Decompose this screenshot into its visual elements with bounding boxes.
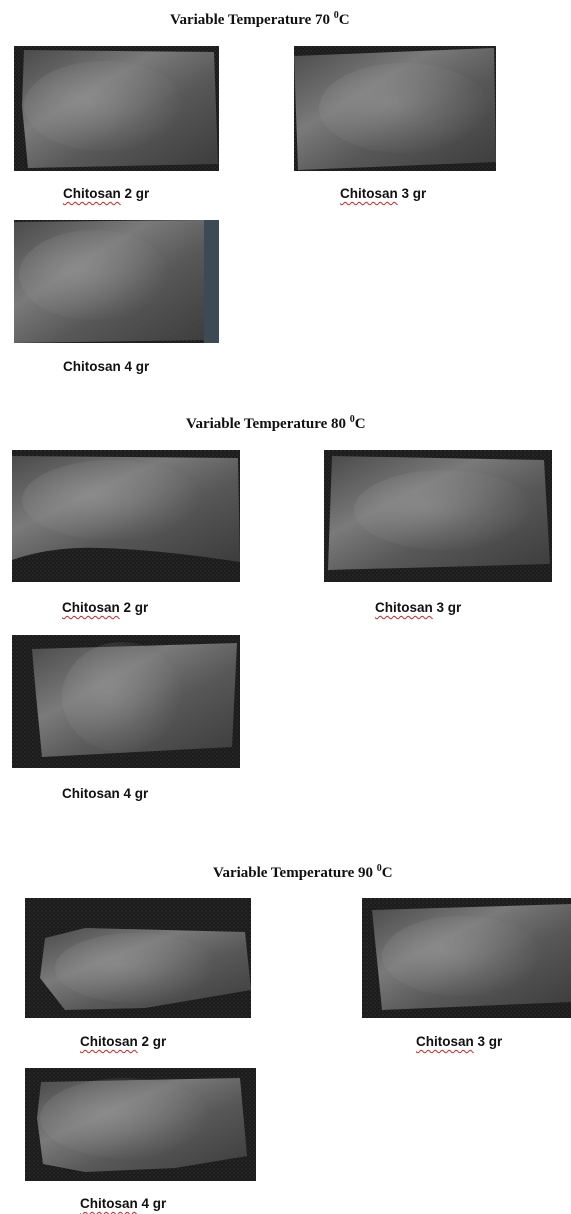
- sample-photo-70-3gr: [294, 46, 496, 171]
- film-image: [25, 898, 251, 1018]
- sample-caption-90-3gr: Chitosan 3 gr: [416, 1034, 502, 1049]
- caption-amount: 2 gr: [137, 1034, 167, 1049]
- heading-superscript: 0: [349, 414, 355, 425]
- caption-word: Chitosan: [340, 186, 398, 201]
- sample-caption-80-3gr: Chitosan 3 gr: [375, 600, 461, 615]
- heading-unit: C: [381, 865, 393, 881]
- caption-word: Chitosan: [80, 1034, 138, 1049]
- film-image: [324, 450, 552, 582]
- film-image: [14, 220, 219, 343]
- caption-word: Chitosan: [62, 786, 120, 801]
- sample-photo-80-4gr: [12, 635, 240, 768]
- film-image: [12, 635, 240, 768]
- section-heading-90: Variable Temperature 90 0C: [213, 863, 393, 882]
- film-image: [12, 450, 240, 582]
- sample-photo-90-3gr: [362, 898, 571, 1018]
- section-heading-80: Variable Temperature 80 0C: [186, 414, 366, 433]
- caption-word: Chitosan: [63, 186, 121, 201]
- sample-caption-90-2gr: Chitosan 2 gr: [80, 1034, 166, 1049]
- caption-amount: 4 gr: [119, 786, 149, 801]
- sample-photo-70-2gr: [14, 46, 219, 171]
- caption-amount: 3 gr: [432, 600, 462, 615]
- heading-superscript: 0: [376, 863, 382, 874]
- heading-text: Variable Temperature 80: [186, 416, 350, 432]
- section-heading-70: Variable Temperature 70 0C: [170, 10, 350, 29]
- caption-amount: 2 gr: [120, 186, 150, 201]
- caption-amount: 3 gr: [397, 186, 427, 201]
- film-image: [14, 46, 219, 171]
- heading-superscript: 0: [333, 10, 339, 21]
- caption-word: Chitosan: [416, 1034, 474, 1049]
- sample-photo-90-2gr: [25, 898, 251, 1018]
- caption-word: Chitosan: [375, 600, 433, 615]
- sample-caption-80-2gr: Chitosan 2 gr: [62, 600, 148, 615]
- sample-caption-80-4gr: Chitosan 4 gr: [62, 786, 148, 801]
- sample-caption-70-3gr: Chitosan 3 gr: [340, 186, 426, 201]
- sample-photo-80-2gr: [12, 450, 240, 582]
- sample-photo-70-4gr: [14, 220, 219, 343]
- sample-caption-70-2gr: Chitosan 2 gr: [63, 186, 149, 201]
- sample-caption-90-4gr: Chitosan 4 gr: [80, 1196, 166, 1211]
- heading-text: Variable Temperature 70: [170, 12, 334, 28]
- caption-amount: 2 gr: [119, 600, 149, 615]
- film-image: [294, 46, 496, 171]
- caption-amount: 3 gr: [473, 1034, 503, 1049]
- caption-amount: 4 gr: [137, 1196, 167, 1211]
- caption-word: Chitosan: [80, 1196, 138, 1211]
- caption-word: Chitosan: [63, 359, 121, 374]
- caption-amount: 4 gr: [120, 359, 150, 374]
- film-image: [362, 898, 571, 1018]
- heading-text: Variable Temperature 90: [213, 865, 377, 881]
- sample-caption-70-4gr: Chitosan 4 gr: [63, 359, 149, 374]
- film-image: [25, 1068, 256, 1181]
- caption-word: Chitosan: [62, 600, 120, 615]
- sample-photo-90-4gr: [25, 1068, 256, 1181]
- heading-unit: C: [354, 416, 366, 432]
- sample-photo-80-3gr: [324, 450, 552, 582]
- heading-unit: C: [338, 12, 350, 28]
